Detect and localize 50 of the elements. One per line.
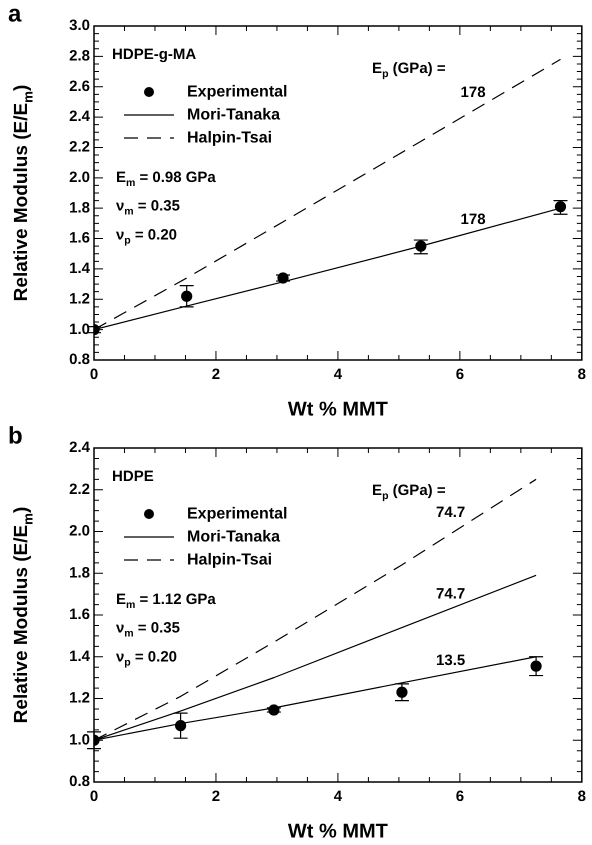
- annotation: 74.7: [436, 504, 466, 521]
- chart-title: a: [8, 0, 22, 28]
- legend-label: Experimental: [187, 83, 288, 100]
- x-tick-label: 2: [212, 788, 220, 806]
- x-tick-label: 0: [90, 366, 98, 384]
- legend-label: Halpin-Tsai: [187, 551, 272, 568]
- x-tick-label: 4: [334, 788, 343, 806]
- y-tick-label: 1.4: [69, 260, 91, 278]
- y-tick-label: 2.4: [69, 439, 91, 456]
- annotation: 178: [460, 84, 486, 101]
- x-tick-label: 8: [578, 366, 586, 384]
- legend-label: Experimental: [187, 505, 288, 522]
- y-axis-title: Relative Modulus (E/Em): [11, 84, 36, 302]
- x-axis-title: Wt % MMT: [288, 398, 388, 421]
- y-tick-label: 1.2: [69, 290, 90, 308]
- y-axis-title: Relative Modulus (E/Em): [11, 506, 36, 724]
- y-tick-label: 0.8: [69, 351, 90, 368]
- y-tick-label: 2.6: [69, 78, 90, 95]
- y-tick-label: 2.0: [69, 168, 90, 186]
- y-tick-label: 1.8: [69, 564, 90, 582]
- x-tick-label: 8: [578, 788, 586, 806]
- y-tick-label: 1.0: [69, 320, 90, 338]
- annotation: 13.5: [436, 652, 466, 670]
- x-tick-label: 2: [212, 366, 220, 384]
- y-tick-label: 2.8: [69, 48, 90, 65]
- legend-label: Mori-Tanaka: [187, 528, 280, 546]
- x-tick-label: 4: [334, 366, 343, 384]
- y-tick-label: 1.8: [69, 199, 90, 216]
- x-tick-label: 6: [456, 788, 464, 806]
- annotation: HDPE: [112, 468, 154, 486]
- x-tick-label: 0: [90, 788, 98, 806]
- annotation: HDPE-g-MA: [112, 46, 196, 64]
- y-tick-label: 1.6: [69, 606, 90, 624]
- chart-title: b: [8, 422, 23, 450]
- y-tick-label: 2.0: [69, 522, 90, 540]
- y-tick-label: 1.4: [69, 648, 91, 665]
- x-axis-title: Wt % MMT: [288, 820, 388, 843]
- legend-label: Halpin-Tsai: [187, 129, 272, 146]
- y-tick-label: 3.0: [69, 17, 90, 34]
- y-tick-label: 1.2: [69, 690, 90, 707]
- annotation: 74.7: [436, 585, 466, 602]
- legend-label: Mori-Tanaka: [187, 106, 280, 124]
- x-tick-label: 6: [456, 366, 464, 384]
- y-tick-label: 0.8: [69, 773, 90, 790]
- y-tick-label: 2.2: [69, 480, 90, 498]
- y-tick-label: 2.4: [69, 108, 91, 126]
- y-tick-label: 1.6: [69, 230, 90, 247]
- annotation: 178: [460, 210, 486, 228]
- y-tick-label: 1.0: [69, 731, 90, 748]
- y-tick-label: 2.2: [69, 138, 90, 156]
